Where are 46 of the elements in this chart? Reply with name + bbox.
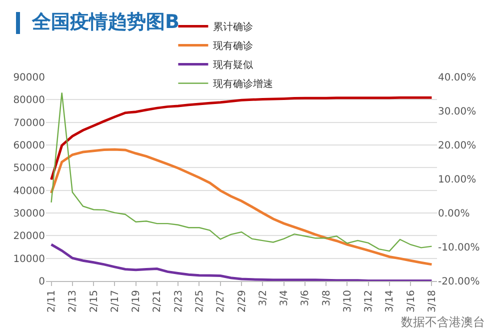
y-tick-label: 60000 [13, 140, 45, 152]
y-tick-label: 20000 [13, 231, 45, 242]
y-tick-label: 70000 [13, 118, 45, 129]
x-tick-label: 2/25 [194, 290, 206, 312]
y-tick-label: 40000 [13, 186, 45, 197]
legend-label: 现有确诊增速 [213, 78, 274, 90]
x-tick-label: 2/27 [216, 290, 227, 312]
legend-label: 现有确诊 [213, 40, 254, 52]
y2-tick-label: 20.00% [438, 140, 476, 152]
x-tick-label: 3/16 [406, 290, 417, 312]
line-series [50, 92, 432, 252]
chart-title: 全国疫情趋势图B [32, 10, 180, 35]
y2-tick-label: 40.00% [438, 72, 476, 84]
y-tick-label: 0 [38, 276, 45, 288]
x-tick-label: 2/19 [131, 290, 142, 312]
x-tick-label: 2/23 [173, 290, 184, 312]
x-tick-label: 3/8 [321, 290, 332, 306]
y-tick-label: 80000 [13, 95, 45, 106]
y2-tick-label: -10.00% [438, 242, 480, 254]
x-tick-label: 2/13 [68, 290, 79, 312]
line-series [50, 96, 433, 181]
x-tick-label: 2/21 [152, 290, 164, 312]
y-tick-label: 50000 [13, 163, 45, 174]
y-tick-label: 90000 [13, 72, 45, 84]
text: 数据不含港澳台 [401, 314, 485, 331]
line-series [50, 243, 433, 281]
x-tick-label: 3/12 [364, 290, 375, 312]
y2-tick-label: 0.00% [438, 208, 470, 220]
legend-label: 累计确诊 [213, 21, 254, 34]
x-tick-label: 2/17 [110, 290, 121, 312]
x-tick-label: 2/15 [88, 290, 100, 312]
x-tick-label: 3/18 [426, 290, 438, 312]
x-tick-label: 2/11 [46, 290, 58, 312]
x-tick-label: 3/14 [384, 290, 396, 312]
line-series [50, 148, 433, 266]
x-tick-label: 3/2 [258, 290, 269, 306]
x-tick-label: 3/4 [279, 290, 290, 306]
y-tick-label: 30000 [13, 208, 45, 220]
y2-tick-label: -20.00% [438, 276, 480, 288]
x-tick-label: 3/6 [300, 290, 312, 306]
y-tick-label: 10000 [13, 254, 45, 265]
y2-tick-label: 30.00% [438, 106, 476, 118]
legend-label: 现有疑似 [213, 59, 254, 72]
x-tick-label: 2/29 [236, 290, 248, 312]
y2-tick-label: 10.00% [438, 174, 476, 186]
x-tick-label: 3/10 [342, 290, 354, 312]
